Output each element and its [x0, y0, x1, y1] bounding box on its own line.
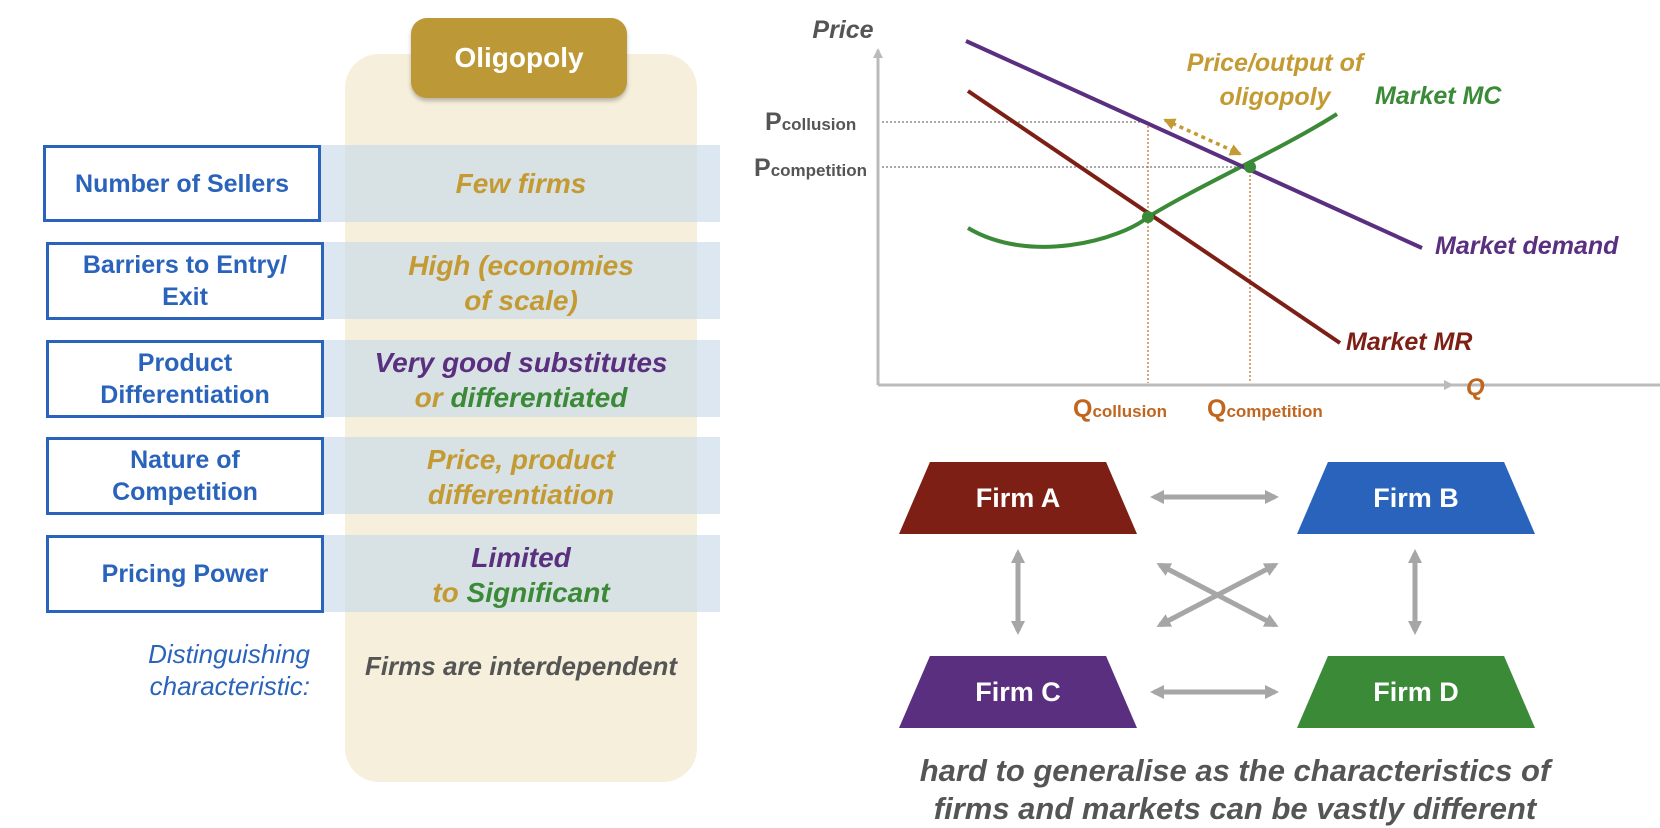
oligopoly-price-output-graph: Price Q Pcollusion Pcompetition Qcollusi… — [754, 16, 1660, 423]
row-label-text: Product Differentiation — [100, 349, 270, 409]
row-label-pricing-power: Pricing Power — [46, 535, 324, 613]
row-band — [318, 242, 720, 319]
firm-a-shape: Firm A — [899, 462, 1137, 534]
arrow-b-c — [1156, 562, 1279, 628]
row-label-barriers: Barriers to Entry/Exit — [46, 242, 324, 320]
firm-d-shape: Firm D — [1297, 656, 1535, 728]
firm-interdependence-arrows — [1011, 490, 1422, 699]
row-value-number-of-sellers: Few firms — [455, 168, 587, 199]
annotation-line-2: oligopoly — [1219, 83, 1331, 111]
bottom-caption: hard to generalise as the characteristic… — [919, 753, 1551, 826]
market-mc-label: Market MC — [1375, 82, 1502, 110]
row-label-nature-of-competition: Nature of Competition — [46, 437, 324, 515]
firm-c-shape: Firm C — [899, 656, 1137, 728]
row-value-nature-of-competition: Price, product differentiation — [426, 443, 616, 510]
distinguishing-label: Distinguishing characteristic: — [148, 639, 310, 701]
market-mc-curve — [966, 112, 1339, 249]
row-band — [318, 437, 720, 514]
y-axis-label: Price — [812, 16, 873, 44]
row-label-text: Number of Sellers — [75, 169, 289, 198]
annotation-line-1: Price/output of — [1187, 49, 1366, 77]
row-value-pricing-power: Limited to Significant — [432, 541, 610, 608]
row-band — [318, 145, 720, 222]
q-collusion-label: Qcollusion — [1073, 395, 1167, 423]
firm-b-shape: Firm B — [1297, 462, 1535, 534]
competition-point — [1244, 161, 1256, 173]
collusion-point — [1142, 211, 1154, 223]
distinguishing-value: Firms are interdependent — [364, 651, 678, 681]
row-band — [318, 535, 720, 612]
row-label-text: Nature of Competition — [112, 446, 258, 506]
row-label-text: Barriers to Entry/Exit — [82, 251, 288, 311]
x-axis-label: Q — [1466, 374, 1485, 401]
row-value-barriers: High (economies of scale) — [408, 249, 634, 316]
market-demand-label: Market demand — [1435, 232, 1619, 260]
market-mr-label: Market MR — [1346, 328, 1472, 356]
q-competition-label: Qcompetition — [1207, 395, 1323, 423]
row-label-number-of-sellers: Number of Sellers — [43, 145, 321, 222]
p-competition-label: Pcompetition — [754, 154, 867, 182]
p-collusion-label: Pcollusion — [765, 108, 856, 136]
row-value-product-differentiation: Very good substitutes or differentiated — [374, 346, 668, 413]
annotation-arrow — [1163, 118, 1242, 156]
oligopoly-column-header: Oligopoly — [411, 18, 627, 98]
row-label-text: Pricing Power — [101, 560, 269, 588]
row-label-product-differentiation: Product Differentiation — [46, 340, 324, 418]
row-band — [318, 340, 720, 417]
